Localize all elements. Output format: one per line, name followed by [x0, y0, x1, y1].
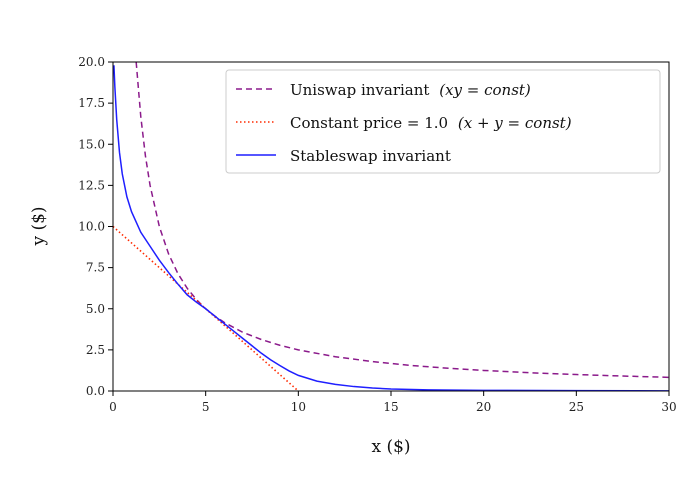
x-tick-label: 15 — [383, 400, 398, 414]
x-tick-label: 0 — [109, 400, 117, 414]
legend-entry-constant-price-formula: (x + y = const) — [458, 114, 572, 132]
y-tick-label: 12.5 — [78, 178, 105, 192]
legend-entry-uniswap-formula: (xy = const) — [439, 81, 531, 99]
series-line-stableswap-invariant — [113, 65, 669, 391]
series-line-constant-price-1-0 — [113, 225, 299, 391]
series-layer — [113, 62, 669, 391]
y-tick-label: 15.0 — [78, 137, 105, 151]
legend-entry-constant-price: Constant price = 1.0 (x + y = const) — [290, 114, 572, 132]
legend-entry-uniswap: Uniswap invariant (xy = const) — [290, 81, 531, 99]
x-axis-label: x ($) — [371, 437, 410, 457]
y-tick-label: 20.0 — [78, 55, 105, 69]
y-tick-label: 5.0 — [86, 302, 105, 316]
y-tick-label: 7.5 — [86, 261, 105, 275]
x-tick-label: 5 — [202, 400, 210, 414]
y-tick-label: 0.0 — [86, 384, 105, 398]
x-tick-label: 10 — [291, 400, 306, 414]
y-tick-label: 2.5 — [86, 343, 105, 357]
legend-entry-constant-price-label: Constant price = 1.0 — [290, 114, 448, 132]
y-tick-label: 17.5 — [78, 96, 105, 110]
x-axis: 0 5 10 15 20 25 30 — [109, 391, 677, 414]
legend-entry-stableswap: Stableswap invariant — [290, 147, 451, 165]
legend-box — [225, 69, 661, 174]
x-tick-label: 30 — [661, 400, 676, 414]
x-tick-label: 25 — [569, 400, 584, 414]
x-tick-label: 20 — [476, 400, 491, 414]
y-axis-label: y ($) — [29, 206, 49, 246]
series-line-uniswap-invariant — [135, 62, 669, 379]
y-axis: 0.0 2.5 5.0 7.5 10.0 12.5 15.0 17.5 20.0 — [78, 55, 113, 398]
legend: Uniswap invariant (xy = const) Constant … — [225, 69, 661, 174]
y-tick-label: 10.0 — [78, 220, 105, 234]
legend-entry-uniswap-label: Uniswap invariant — [290, 81, 429, 99]
